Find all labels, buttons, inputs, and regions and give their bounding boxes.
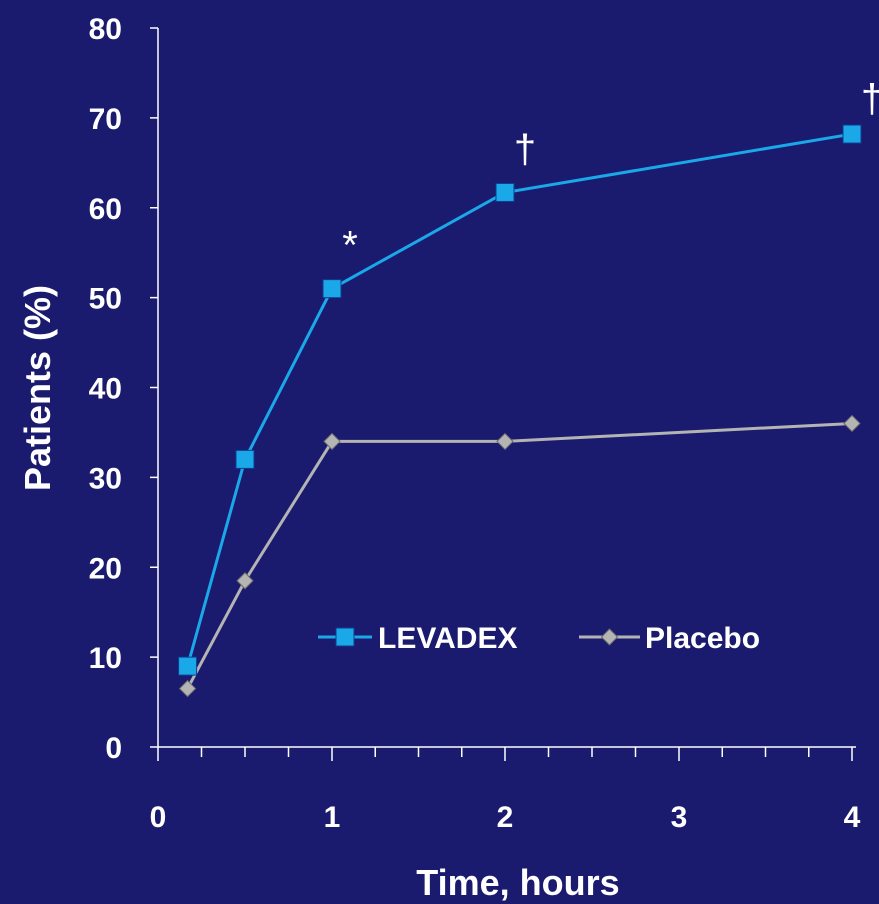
- y-tick-label: 50: [89, 283, 122, 316]
- placebo-data-point: [843, 414, 861, 433]
- placebo-data-point: [236, 572, 254, 590]
- significance-annotation: †: [514, 127, 536, 171]
- y-tick-label: 0: [105, 732, 122, 765]
- x-tick-label: 4: [844, 801, 861, 834]
- x-tick-label: 2: [497, 801, 514, 834]
- y-tick-label: 20: [89, 552, 122, 585]
- levadex-data-point: [495, 182, 515, 202]
- y-tick-label: 10: [89, 642, 122, 675]
- placebo-data-point: [178, 679, 197, 698]
- placebo-data-point: [323, 432, 341, 451]
- levadex-data-point: [322, 279, 342, 299]
- x-axis-title: Time, hours: [416, 862, 619, 903]
- y-tick-label: 40: [89, 373, 122, 406]
- levadex-legend-marker: [335, 627, 355, 647]
- x-tick-label: 0: [150, 801, 167, 834]
- x-tick-label: 1: [324, 801, 341, 834]
- significance-annotation: *: [342, 224, 358, 268]
- levadex-data-point: [842, 124, 862, 144]
- placebo-legend-label: Placebo: [645, 622, 760, 655]
- levadex-series-line: [186, 132, 853, 667]
- y-tick-label: 70: [89, 103, 122, 136]
- y-tick-label: 80: [89, 13, 122, 46]
- levadex-data-point: [178, 656, 198, 676]
- placebo-data-point: [496, 432, 514, 451]
- y-axis-title: Patients (%): [17, 285, 58, 491]
- levadex-legend-label: LEVADEX: [378, 622, 517, 655]
- y-tick-label: 60: [89, 193, 122, 226]
- y-tick-label: 30: [89, 462, 122, 495]
- levadex-data-point: [235, 449, 255, 469]
- significance-annotation: †: [861, 77, 879, 121]
- placebo-legend-marker: [600, 628, 619, 646]
- x-tick-label: 3: [671, 801, 688, 834]
